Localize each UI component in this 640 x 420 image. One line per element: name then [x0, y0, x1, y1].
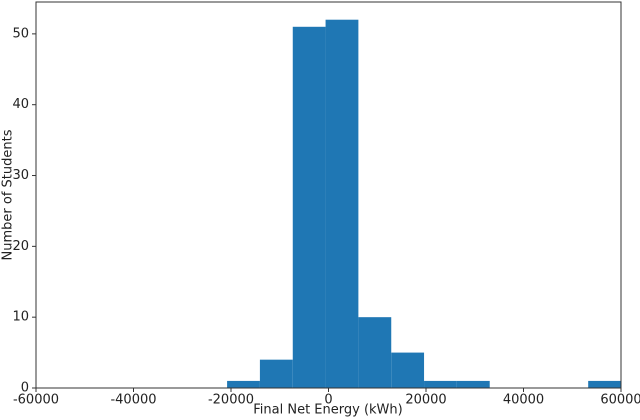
x-tick-label: 40000 [503, 393, 544, 408]
y-tick-label: 0 [21, 381, 29, 396]
bar [456, 380, 490, 388]
x-tick-label: -20000 [208, 393, 254, 408]
bar [424, 380, 457, 388]
y-axis-label: Number of Students [1, 129, 16, 260]
y-tick-label: 50 [12, 26, 29, 41]
y-tick-label: 30 [12, 168, 29, 183]
x-axis-label: Final Net Energy (kWh) [253, 403, 402, 418]
x-tick-label: 60000 [600, 393, 640, 408]
bar [588, 380, 621, 388]
y-tick-label: 20 [12, 239, 29, 254]
bar [259, 359, 293, 388]
bar [227, 380, 260, 388]
x-tick-label: 0 [324, 393, 332, 408]
x-tick-label: 20000 [405, 393, 446, 408]
bar [391, 352, 425, 388]
y-tick-label: 40 [12, 97, 29, 112]
x-tick-label: -60000 [13, 393, 59, 408]
y-tick-label: 10 [12, 310, 29, 325]
bar [292, 26, 326, 388]
x-tick-label: -40000 [110, 393, 156, 408]
bar [325, 19, 359, 389]
bar [358, 317, 392, 388]
